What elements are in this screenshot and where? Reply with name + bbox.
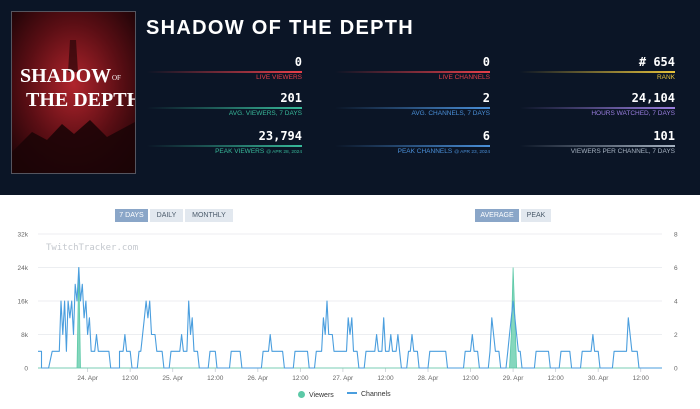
stat-accent-bar	[147, 71, 302, 73]
y-left-tick-label: 16k	[18, 299, 29, 306]
stat-date: @ APR 23, 2024	[454, 150, 490, 155]
stat-accent-bar	[520, 71, 675, 73]
stat-value: 0	[294, 55, 302, 69]
stat-label-text: AVG. VIEWERS, 7 DAYS	[228, 110, 302, 117]
x-tick-label: 12:00	[633, 375, 650, 382]
stat-label-text: PEAK VIEWERS	[215, 148, 265, 155]
stat-value: 0	[482, 55, 490, 69]
y-left-tick-label: 0	[24, 366, 28, 373]
y-left-tick-label: 8k	[21, 332, 29, 339]
stat-label: PEAK VIEWERS @ APR 28, 2024	[215, 148, 302, 157]
mode-average-button[interactable]: AVERAGE	[475, 209, 519, 222]
stat-value: 6	[482, 129, 490, 143]
stat-accent-bar	[335, 145, 490, 147]
stat-label: HOURS WATCHED, 7 DAYS	[591, 110, 675, 118]
legend-viewers-swatch	[298, 391, 305, 398]
legend-channels-label: Channels	[361, 391, 391, 398]
x-tick-label: 24. Apr	[77, 375, 98, 382]
range-7-days-button[interactable]: 7 DAYS	[115, 209, 148, 222]
stat-accent-bar	[520, 107, 675, 109]
stat-label: RANK	[657, 74, 675, 82]
legend-channels-swatch	[347, 392, 357, 394]
stat-value: 2	[482, 91, 490, 105]
cover-title-line2: THE DEPTH	[26, 89, 135, 111]
stat-label: LIVE VIEWERS	[256, 74, 302, 82]
x-tick-label: 12:00	[292, 375, 309, 382]
x-tick-label: 29. Apr	[503, 375, 524, 382]
stat-value: 101	[653, 129, 675, 143]
game-cover-art[interactable]: SHADOW OF THE DEPTH	[11, 11, 136, 174]
x-tick-label: 12:00	[207, 375, 224, 382]
x-tick-label: 30. Apr	[588, 375, 609, 382]
stat-label-text: HOURS WATCHED, 7 DAYS	[591, 110, 675, 117]
stat-avg-channels-7-days: 2 AVG. CHANNELS, 7 DAYS	[335, 91, 490, 117]
channels-series-line	[38, 266, 662, 369]
stat-label-text: RANK	[656, 74, 675, 81]
stat-peak-viewers: 23,794 PEAK VIEWERS @ APR 28, 2024	[147, 129, 302, 155]
chart-watermark: TwitchTracker.com	[46, 243, 138, 253]
stat-label-text: LIVE VIEWERS	[256, 74, 302, 81]
x-tick-label: 12:00	[462, 375, 479, 382]
stat-label: PEAK CHANNELS @ APR 23, 2024	[398, 148, 490, 157]
game-header: SHADOW OF THE DEPTH SHADOW OF THE DEPTH …	[0, 0, 700, 195]
mode-peak-button[interactable]: PEAK	[521, 209, 551, 222]
stat-value: 23,794	[258, 129, 302, 143]
viewers-channels-chart: 0 8k 16k 24k 32k 0 2 4 6 8 TwitchTracker.com 24. Ap…	[18, 232, 678, 383]
stat-accent-bar	[335, 71, 490, 73]
stat-label: LIVE CHANNELS	[439, 74, 490, 82]
stat-label: AVG. CHANNELS, 7 DAYS	[411, 110, 490, 118]
stat-hours-watched-7-days: 24,104 HOURS WATCHED, 7 DAYS	[520, 91, 675, 117]
stat-label: AVG. VIEWERS, 7 DAYS	[229, 110, 302, 118]
stat-value: 24,104	[631, 91, 675, 105]
stat-value: 201	[280, 91, 302, 105]
stat-label-text: AVG. CHANNELS, 7 DAYS	[411, 110, 490, 117]
cover-title-of: OF	[112, 74, 121, 82]
y-right-tick-label: 0	[674, 366, 678, 373]
legend-viewers[interactable]: Viewers	[298, 391, 334, 399]
x-tick-label: 12:00	[122, 375, 139, 382]
stat-accent-bar	[520, 145, 675, 147]
game-title: SHADOW OF THE DEPTH	[146, 17, 415, 39]
x-tick-label: 28. Apr	[418, 375, 439, 382]
y-right-tick-label: 6	[674, 265, 678, 272]
stat-accent-bar	[147, 145, 302, 147]
y-left-tick-label: 32k	[18, 232, 29, 239]
x-tick-label: 12:00	[377, 375, 394, 382]
range-daily-button[interactable]: DAILY	[150, 209, 183, 222]
legend-viewers-label: Viewers	[309, 392, 334, 399]
stat-accent-bar	[147, 107, 302, 109]
x-tick-label: 26. Apr	[248, 375, 269, 382]
stat-live-channels: 0 LIVE CHANNELS	[335, 55, 490, 81]
cover-art-image: SHADOW OF THE DEPTH	[12, 12, 135, 173]
stat-value: # 654	[638, 55, 675, 69]
x-tick-label: 27. Apr	[333, 375, 354, 382]
stat-peak-channels: 6 PEAK CHANNELS @ APR 23, 2024	[335, 129, 490, 155]
viewers-series-area	[38, 267, 662, 369]
stat-accent-bar	[335, 107, 490, 109]
stat-label-text: VIEWERS PER CHANNEL, 7 DAYS	[570, 148, 675, 155]
y-right-tick-label: 4	[674, 299, 678, 306]
range-monthly-button[interactable]: MONTHLY	[185, 209, 233, 222]
stat-avg-viewers-7-days: 201 AVG. VIEWERS, 7 DAYS	[147, 91, 302, 117]
stat-rank: # 654 RANK	[520, 55, 675, 81]
stat-label-text: LIVE CHANNELS	[438, 74, 490, 81]
cover-title-line1: SHADOW	[20, 65, 111, 87]
stat-label-text: PEAK CHANNELS	[397, 148, 453, 155]
x-tick-label: 25. Apr	[162, 375, 183, 382]
stat-date: @ APR 28, 2024	[266, 150, 302, 155]
legend-channels[interactable]: Channels	[347, 391, 391, 398]
stat-viewers-per-channel-7-days: 101 VIEWERS PER CHANNEL, 7 DAYS	[520, 129, 675, 155]
y-right-tick-label: 8	[674, 232, 678, 239]
y-left-tick-label: 24k	[18, 265, 29, 272]
y-right-tick-label: 2	[674, 332, 678, 339]
stat-label: VIEWERS PER CHANNEL, 7 DAYS	[571, 148, 675, 156]
stat-live-viewers: 0 LIVE VIEWERS	[147, 55, 302, 81]
x-tick-label: 12:00	[547, 375, 564, 382]
